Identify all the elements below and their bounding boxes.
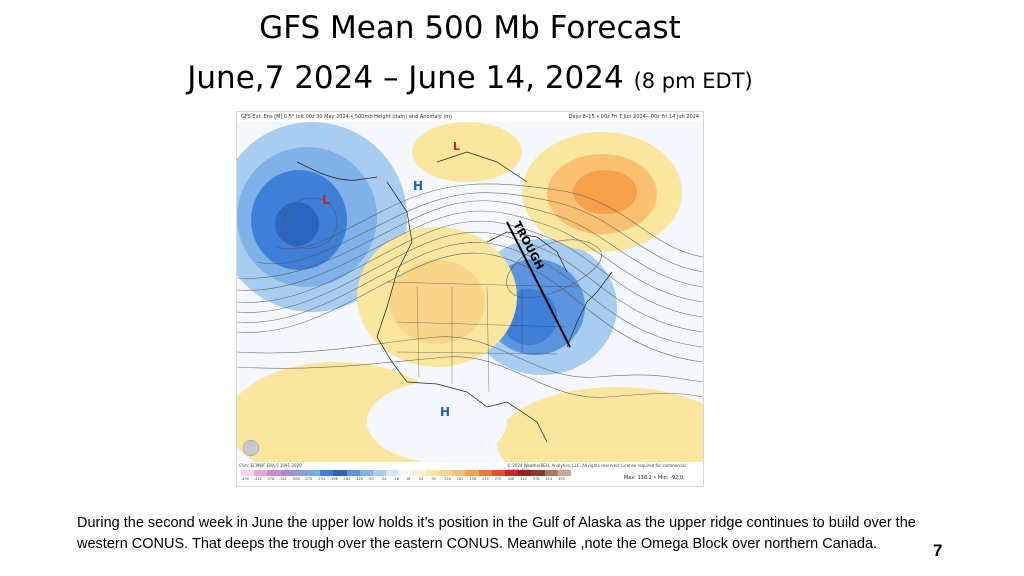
colorbar-tick: -18 [393, 477, 399, 481]
map-header-right: Days 8–15 • 00z Fri 7 Jun 2024—00z Fri 1… [568, 114, 699, 120]
map-header: GFS Ext. Ens [M] 0.5° Init 00z 30 May 20… [237, 112, 703, 122]
map-header-left: GFS Ext. Ens [M] 0.5° Init 00z 30 May 20… [241, 114, 453, 120]
clim-note: Clim: ECMWF ERA-5 1991-2020 [239, 463, 302, 468]
colorbar-tick: -54 [380, 477, 387, 481]
colorbar-tick: -306 [291, 477, 300, 481]
high-center-label-south: H [440, 405, 450, 419]
slide-title-line2: June,7 2024 – June 14, 2024 (8 pm EDT) [0, 58, 940, 101]
map-graphic: TROUGH L H H L [237, 122, 703, 462]
low-center-label: L [322, 193, 330, 207]
colorbar-tick: -126 [355, 477, 364, 481]
forecast-map: GFS Ext. Ens [M] 0.5° Init 00z 30 May 20… [236, 111, 704, 487]
colorbar-tick: 162 [456, 477, 464, 481]
colorbar-tick: 198 [469, 477, 477, 481]
colorbar-tick: 90 [431, 477, 436, 481]
page-number: 7 [933, 541, 943, 560]
high-center-label-north: H [413, 179, 423, 193]
colorbar-tick: -234 [317, 477, 326, 481]
colorbar-tick: -270 [304, 477, 313, 481]
trough-axis-line [506, 221, 571, 348]
colorbar-tick: -90 [367, 477, 374, 481]
max-min-readout: Max: 138.2 • Min: -92.0 [623, 475, 683, 481]
colorbar-ticks: -450 -414 -378 -342 -306 -270 -234 -198 -162 -126… [241, 477, 571, 481]
slide-title-time: (8 pm EDT) [633, 69, 753, 93]
colorbar-tick: -342 [279, 477, 288, 481]
colorbar-tick: 342 [520, 477, 527, 481]
colorbar-tick: -378 [266, 477, 275, 481]
colorbar-tick: 54 [418, 477, 424, 481]
slide-description: During the second week in June the upper… [77, 515, 916, 552]
weatherbell-logo [242, 439, 260, 457]
colorbar-tick: 126 [444, 477, 451, 481]
colorbar-tick: -414 [253, 477, 262, 481]
colorbar-tick: 378 [532, 477, 540, 481]
colorbar-tick: 414 [545, 477, 553, 481]
colorbar-tick: 270 [494, 477, 502, 481]
colorbar-tick: -450 [241, 477, 249, 481]
colorbar-tick: 306 [507, 477, 515, 481]
colorbar-tick: -162 [342, 477, 351, 481]
map-footer: Clim: ECMWF ERA-5 1991-2020 © 2024 Weath… [237, 462, 703, 486]
colorbar-tick: 18 [405, 477, 411, 481]
slide-title-line1: GFS Mean 500 Mb Forecast [259, 10, 681, 46]
colorbar-tick: 234 [482, 477, 489, 481]
slide-title-dates: June,7 2024 – June 14, 2024 [187, 60, 624, 96]
colorbar [241, 470, 572, 476]
colorbar-tick: 450 [558, 477, 565, 481]
colorbar-tick: -198 [329, 477, 338, 481]
low-center-label-arctic: L [453, 140, 460, 153]
